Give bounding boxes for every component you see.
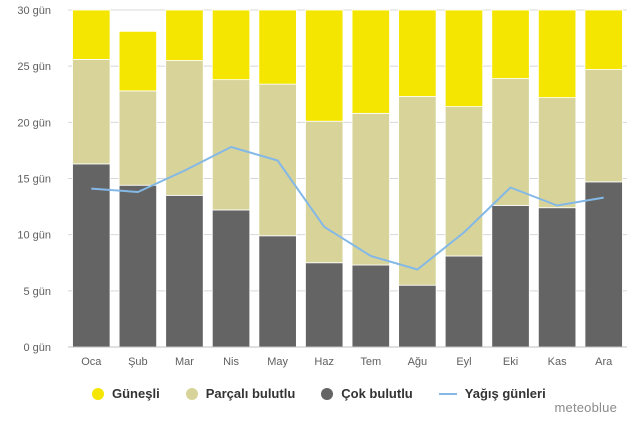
overcast-bar bbox=[165, 194, 204, 348]
legend-precipitation-days-label: Yağış günleri bbox=[464, 386, 546, 401]
partly-cloudy-bar bbox=[211, 79, 251, 211]
overcast-bar bbox=[491, 205, 530, 348]
sunny-bar bbox=[305, 9, 344, 122]
overcast-bar bbox=[118, 184, 158, 348]
x-tick-label: Eyl bbox=[456, 356, 471, 368]
partly-cloudy-bar bbox=[351, 112, 390, 266]
sunny-bar bbox=[351, 9, 390, 114]
overcast-bar bbox=[258, 235, 297, 348]
sunny-bar bbox=[118, 30, 158, 92]
y-tick-label: 5 gün bbox=[23, 286, 51, 298]
brand-watermark: meteoblue bbox=[554, 400, 617, 415]
x-tick-label: Haz bbox=[314, 356, 334, 368]
overcast-bar bbox=[398, 284, 437, 348]
partly-cloudy-bar bbox=[305, 120, 344, 264]
y-tick-label: 0 gün bbox=[23, 342, 51, 354]
x-tick-label: Ara bbox=[595, 356, 613, 368]
legend-partly-cloudy-swatch bbox=[185, 387, 198, 400]
legend-item-partly-cloudy[interactable]: Parçalı bulutlu bbox=[185, 386, 296, 401]
sunny-bar bbox=[72, 9, 111, 60]
legend-item-overcast[interactable]: Çok bulutlu bbox=[321, 386, 413, 401]
overcast-bar bbox=[211, 209, 251, 348]
overcast-bar bbox=[72, 163, 111, 348]
x-tick-label: Şub bbox=[128, 356, 148, 368]
legend-item-sunny[interactable]: Güneşli bbox=[92, 386, 160, 401]
y-tick-label: 25 gün bbox=[17, 61, 51, 73]
precipitation-days-line bbox=[91, 146, 604, 271]
sunny-bar bbox=[398, 9, 437, 97]
sunny-bar bbox=[537, 9, 577, 99]
x-tick-label: May bbox=[267, 356, 288, 368]
overcast-bar bbox=[305, 262, 344, 348]
partly-cloudy-bar bbox=[537, 97, 577, 209]
y-tick-label: 20 gün bbox=[17, 117, 51, 129]
sunny-bar bbox=[491, 9, 530, 79]
partly-cloudy-bar bbox=[72, 59, 111, 165]
x-tick-label: Nis bbox=[223, 356, 239, 368]
overcast-bar bbox=[444, 255, 484, 348]
x-tick-label: Mar bbox=[175, 356, 194, 368]
sunny-bar bbox=[258, 9, 297, 85]
partly-cloudy-bar bbox=[584, 69, 623, 183]
legend-item-precipitation-days[interactable]: Yağış günleri bbox=[438, 386, 546, 401]
x-tick-label: Tem bbox=[360, 356, 381, 368]
legend-partly-cloudy-label: Parçalı bulutlu bbox=[205, 386, 296, 401]
x-tick-label: Ağu bbox=[408, 356, 428, 368]
sunny-bar bbox=[165, 9, 204, 61]
y-tick-label: 30 gün bbox=[17, 5, 51, 17]
y-tick-label: 10 gün bbox=[17, 230, 51, 242]
legend-precipitation-days-swatch bbox=[438, 392, 457, 395]
legend: Güneşli Parçalı bulutlu Çok bulutlu Yağı… bbox=[92, 386, 572, 401]
partly-cloudy-bar bbox=[398, 96, 437, 286]
partly-cloudy-bar bbox=[491, 78, 530, 206]
partly-cloudy-bar bbox=[118, 90, 158, 186]
x-tick-label: Oca bbox=[81, 356, 102, 368]
partly-cloudy-bar bbox=[165, 60, 204, 196]
overcast-bar bbox=[351, 264, 390, 348]
legend-overcast-label: Çok bulutlu bbox=[341, 386, 413, 401]
x-tick-label: Kas bbox=[548, 356, 567, 368]
x-tick-label: Eki bbox=[503, 356, 518, 368]
sunny-bar bbox=[444, 9, 484, 108]
sunny-bar bbox=[584, 9, 623, 70]
overcast-bar bbox=[537, 207, 577, 348]
overcast-bar bbox=[584, 181, 623, 348]
cloud-cover-chart: 0 gün 5 gün 10 gün 15 gün 20 gün 25 gün 30 gün… bbox=[17, 5, 627, 368]
legend-sunny-label: Güneşli bbox=[112, 386, 160, 401]
sunny-bar bbox=[211, 9, 251, 81]
y-tick-label: 15 gün bbox=[17, 174, 51, 186]
legend-overcast-swatch bbox=[321, 387, 334, 400]
legend-sunny-swatch bbox=[92, 387, 104, 400]
